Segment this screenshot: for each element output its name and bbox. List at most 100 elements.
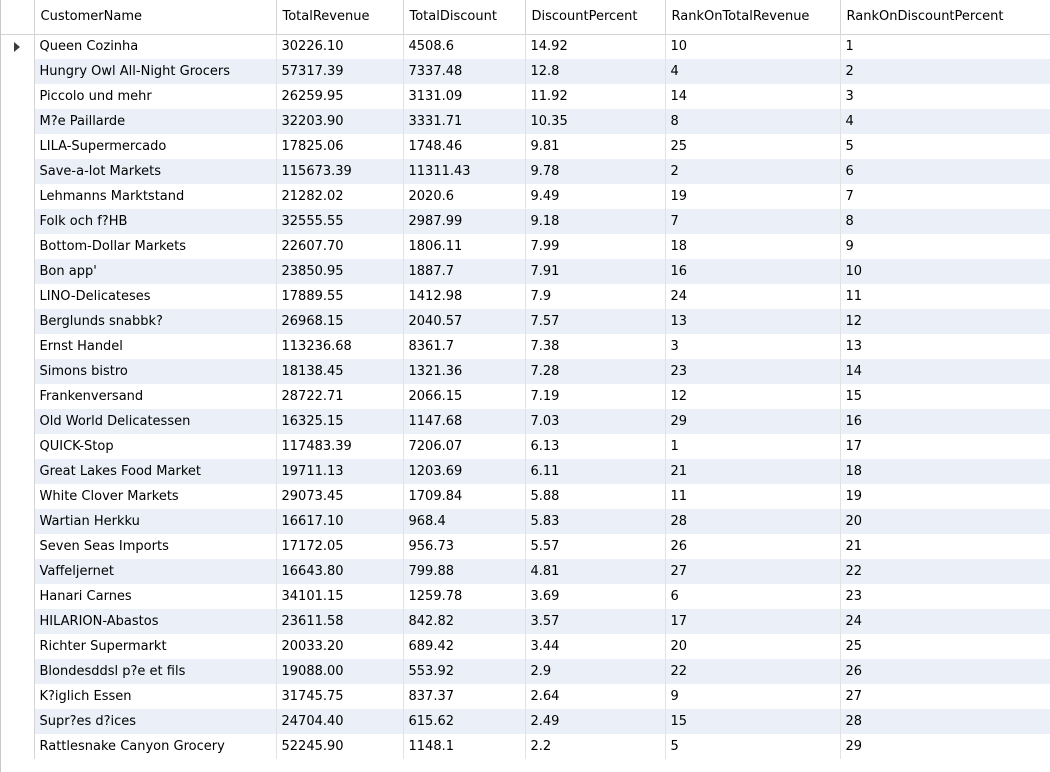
total-discount-cell[interactable]: 1203.69: [403, 459, 526, 484]
total-revenue-cell[interactable]: 24704.40: [276, 709, 404, 734]
table-row[interactable]: Rattlesnake Canyon Grocery 52245.90 1148.1…: [1, 734, 1050, 759]
rank-on-discount-percent-cell[interactable]: 12: [840, 309, 1050, 334]
rank-on-discount-percent-cell[interactable]: 11: [840, 284, 1050, 309]
customer-name-cell[interactable]: QUICK-Stop: [34, 434, 277, 459]
customer-name-cell[interactable]: LILA-Supermercado: [34, 134, 277, 159]
customer-name-cell[interactable]: Bottom-Dollar Markets: [34, 234, 277, 259]
rank-on-discount-percent-cell[interactable]: 8: [840, 209, 1050, 234]
column-header-customername[interactable]: CustomerName: [34, 0, 277, 35]
discount-percent-cell[interactable]: 6.13: [525, 434, 666, 459]
rank-on-total-revenue-cell[interactable]: 8: [665, 109, 841, 134]
total-discount-cell[interactable]: 553.92: [403, 659, 526, 684]
rank-on-total-revenue-cell[interactable]: 7: [665, 209, 841, 234]
rank-on-total-revenue-cell[interactable]: 23: [665, 359, 841, 384]
customer-name-cell[interactable]: Bon app': [34, 259, 277, 284]
discount-percent-cell[interactable]: 2.9: [525, 659, 666, 684]
total-discount-cell[interactable]: 1147.68: [403, 409, 526, 434]
total-discount-cell[interactable]: 1748.46: [403, 134, 526, 159]
rank-on-discount-percent-cell[interactable]: 19: [840, 484, 1050, 509]
customer-name-cell[interactable]: Supr?es d?ices: [34, 709, 277, 734]
customer-name-cell[interactable]: Richter Supermarkt: [34, 634, 277, 659]
rank-on-discount-percent-cell[interactable]: 14: [840, 359, 1050, 384]
table-row[interactable]: LILA-Supermercado 17825.06 1748.46 9.81 25 5: [1, 134, 1050, 159]
discount-percent-cell[interactable]: 14.92: [525, 34, 666, 59]
customer-name-cell[interactable]: Lehmanns Marktstand: [34, 184, 277, 209]
total-revenue-cell[interactable]: 34101.15: [276, 584, 404, 609]
rank-on-discount-percent-cell[interactable]: 24: [840, 609, 1050, 634]
discount-percent-cell[interactable]: 3.44: [525, 634, 666, 659]
total-revenue-cell[interactable]: 16617.10: [276, 509, 404, 534]
total-discount-cell[interactable]: 2987.99: [403, 209, 526, 234]
rank-on-total-revenue-cell[interactable]: 25: [665, 134, 841, 159]
total-discount-cell[interactable]: 11311.43: [403, 159, 526, 184]
rank-on-total-revenue-cell[interactable]: 22: [665, 659, 841, 684]
total-discount-cell[interactable]: 689.42: [403, 634, 526, 659]
row-selector[interactable]: [1, 159, 35, 184]
customer-name-cell[interactable]: Queen Cozinha: [34, 34, 277, 59]
customer-name-cell[interactable]: Folk och f?HB: [34, 209, 277, 234]
column-header-discountpercent[interactable]: DiscountPercent: [525, 0, 666, 35]
total-revenue-cell[interactable]: 17825.06: [276, 134, 404, 159]
table-row[interactable]: Vaffeljernet 16643.80 799.88 4.81 27 22: [1, 559, 1050, 584]
total-discount-cell[interactable]: 2066.15: [403, 384, 526, 409]
discount-percent-cell[interactable]: 2.2: [525, 734, 666, 759]
row-selector[interactable]: [1, 359, 35, 384]
discount-percent-cell[interactable]: 9.18: [525, 209, 666, 234]
row-selector[interactable]: [1, 334, 35, 359]
total-discount-cell[interactable]: 8361.7: [403, 334, 526, 359]
discount-percent-cell[interactable]: 7.38: [525, 334, 666, 359]
rank-on-discount-percent-cell[interactable]: 28: [840, 709, 1050, 734]
column-header-totalrevenue[interactable]: TotalRevenue: [276, 0, 404, 35]
rank-on-discount-percent-cell[interactable]: 2: [840, 59, 1050, 84]
table-row[interactable]: Simons bistro 18138.45 1321.36 7.28 23 14: [1, 359, 1050, 384]
row-selector[interactable]: [1, 134, 35, 159]
total-discount-cell[interactable]: 3331.71: [403, 109, 526, 134]
total-revenue-cell[interactable]: 21282.02: [276, 184, 404, 209]
customer-name-cell[interactable]: Frankenversand: [34, 384, 277, 409]
row-selector[interactable]: [1, 734, 35, 759]
total-discount-cell[interactable]: 1709.84: [403, 484, 526, 509]
discount-percent-cell[interactable]: 7.28: [525, 359, 666, 384]
rank-on-discount-percent-cell[interactable]: 1: [840, 34, 1050, 59]
total-discount-cell[interactable]: 837.37: [403, 684, 526, 709]
total-revenue-cell[interactable]: 115673.39: [276, 159, 404, 184]
customer-name-cell[interactable]: Save-a-lot Markets: [34, 159, 277, 184]
rank-on-discount-percent-cell[interactable]: 23: [840, 584, 1050, 609]
total-revenue-cell[interactable]: 30226.10: [276, 34, 404, 59]
discount-percent-cell[interactable]: 7.57: [525, 309, 666, 334]
table-row[interactable]: K?iglich Essen 31745.75 837.37 2.64 9 27: [1, 684, 1050, 709]
customer-name-cell[interactable]: Ernst Handel: [34, 334, 277, 359]
rank-on-discount-percent-cell[interactable]: 4: [840, 109, 1050, 134]
column-header-rankondiscountpercent[interactable]: RankOnDiscountPercent: [840, 0, 1050, 35]
row-selector[interactable]: [1, 234, 35, 259]
rank-on-total-revenue-cell[interactable]: 27: [665, 559, 841, 584]
customer-name-cell[interactable]: Hanari Carnes: [34, 584, 277, 609]
rank-on-discount-percent-cell[interactable]: 9: [840, 234, 1050, 259]
discount-percent-cell[interactable]: 12.8: [525, 59, 666, 84]
row-selector[interactable]: [1, 284, 35, 309]
discount-percent-cell[interactable]: 9.78: [525, 159, 666, 184]
rank-on-discount-percent-cell[interactable]: 21: [840, 534, 1050, 559]
row-selector[interactable]: [1, 34, 35, 59]
rank-on-discount-percent-cell[interactable]: 26: [840, 659, 1050, 684]
row-selector[interactable]: [1, 709, 35, 734]
rank-on-total-revenue-cell[interactable]: 28: [665, 509, 841, 534]
table-row[interactable]: Hanari Carnes 34101.15 1259.78 3.69 6 23: [1, 584, 1050, 609]
row-selector[interactable]: [1, 59, 35, 84]
customer-name-cell[interactable]: M?e Paillarde: [34, 109, 277, 134]
customer-name-cell[interactable]: LINO-Delicateses: [34, 284, 277, 309]
customer-name-cell[interactable]: Piccolo und mehr: [34, 84, 277, 109]
customer-name-cell[interactable]: Rattlesnake Canyon Grocery: [34, 734, 277, 759]
table-row[interactable]: Bon app' 23850.95 1887.7 7.91 16 10: [1, 259, 1050, 284]
rank-on-total-revenue-cell[interactable]: 11: [665, 484, 841, 509]
customer-name-cell[interactable]: HILARION-Abastos: [34, 609, 277, 634]
rank-on-discount-percent-cell[interactable]: 20: [840, 509, 1050, 534]
table-row[interactable]: Blondesddsl p?e et fils 19088.00 553.92 2.9…: [1, 659, 1050, 684]
total-revenue-cell[interactable]: 31745.75: [276, 684, 404, 709]
total-discount-cell[interactable]: 956.73: [403, 534, 526, 559]
customer-name-cell[interactable]: Wartian Herkku: [34, 509, 277, 534]
rank-on-discount-percent-cell[interactable]: 6: [840, 159, 1050, 184]
row-selector[interactable]: [1, 609, 35, 634]
row-selector[interactable]: [1, 384, 35, 409]
